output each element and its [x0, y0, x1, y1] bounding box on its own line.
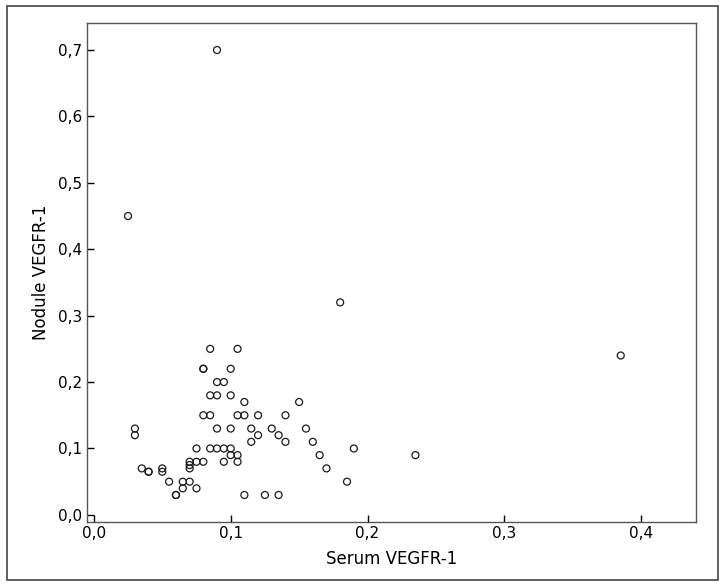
Y-axis label: Nodule VEGFR-1: Nodule VEGFR-1	[32, 205, 49, 340]
Point	[197, 411, 209, 420]
Point	[239, 411, 250, 420]
Point	[225, 391, 236, 400]
Point	[163, 477, 175, 486]
Point	[143, 467, 154, 476]
Point	[191, 457, 202, 466]
Point	[246, 424, 257, 433]
Point	[225, 451, 236, 460]
Point	[184, 477, 196, 486]
X-axis label: Serum VEGFR-1: Serum VEGFR-1	[326, 550, 457, 568]
Point	[197, 364, 209, 373]
Point	[232, 411, 244, 420]
Point	[307, 437, 318, 447]
Point	[239, 397, 250, 407]
Point	[341, 477, 353, 486]
Point	[239, 490, 250, 500]
Point	[294, 397, 305, 407]
Point	[191, 483, 202, 493]
Point	[157, 464, 168, 473]
Point	[246, 437, 257, 447]
Point	[184, 464, 196, 473]
Point	[615, 351, 626, 360]
Point	[232, 451, 244, 460]
Point	[218, 457, 230, 466]
Point	[129, 424, 141, 433]
Point	[266, 424, 278, 433]
Point	[170, 490, 182, 500]
Point	[252, 431, 264, 440]
Point	[204, 444, 216, 453]
Point	[280, 437, 291, 447]
Point	[314, 451, 326, 460]
Point	[129, 431, 141, 440]
Point	[273, 431, 284, 440]
Point	[204, 411, 216, 420]
Point	[225, 424, 236, 433]
Point	[157, 467, 168, 476]
Point	[184, 457, 196, 466]
Point	[123, 212, 134, 221]
Point	[259, 490, 270, 500]
Point	[184, 461, 196, 470]
Point	[410, 451, 421, 460]
Point	[232, 344, 244, 353]
Point	[225, 444, 236, 453]
Point	[143, 467, 154, 476]
Point	[197, 457, 209, 466]
Point	[211, 444, 223, 453]
Point	[191, 444, 202, 453]
Point	[177, 483, 189, 493]
Point	[334, 298, 346, 307]
Point	[211, 424, 223, 433]
Point	[232, 457, 244, 466]
Point	[218, 377, 230, 387]
Point	[348, 444, 360, 453]
Point	[204, 391, 216, 400]
Point	[211, 377, 223, 387]
Point	[273, 490, 284, 500]
Point	[136, 464, 148, 473]
Point	[252, 411, 264, 420]
Point	[211, 45, 223, 54]
Point	[177, 477, 189, 486]
Point	[197, 364, 209, 373]
Point	[211, 391, 223, 400]
Point	[170, 490, 182, 500]
Point	[280, 411, 291, 420]
Point	[218, 444, 230, 453]
Point	[320, 464, 332, 473]
Point	[204, 344, 216, 353]
Point	[300, 424, 312, 433]
Point	[225, 364, 236, 373]
